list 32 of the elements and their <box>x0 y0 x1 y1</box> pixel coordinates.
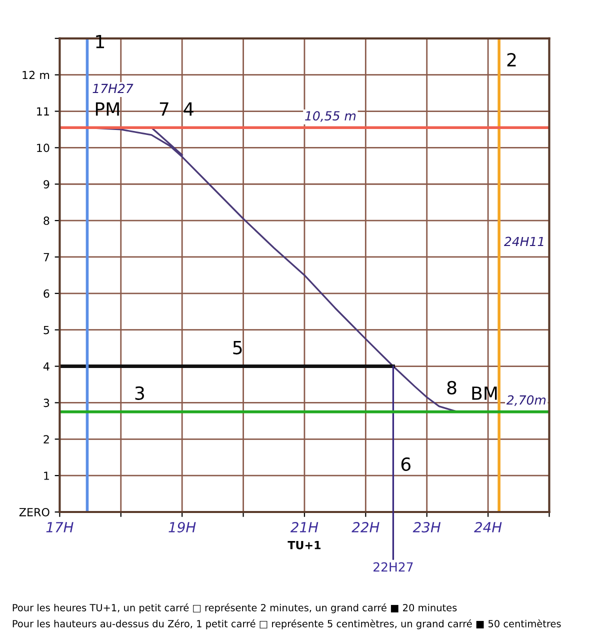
y-tick-label: 10 <box>37 144 50 152</box>
y-tick-label: 9 <box>44 180 50 188</box>
y-tick-label: 7 <box>44 253 50 262</box>
annotation: 8 <box>447 380 456 395</box>
x-axis-title: TU+1 <box>288 541 321 550</box>
y-tick-label: 8 <box>44 216 50 225</box>
x-tick-label: 19H <box>168 522 196 532</box>
y-tick-label: 12 m <box>22 70 50 80</box>
x-tick-label: 22H <box>352 522 380 532</box>
annotation: 2 <box>507 52 516 66</box>
x-tick-label: 21H <box>290 522 318 532</box>
ref-line-label: 17H27 <box>92 84 134 94</box>
text: Pour les hauteurs au-dessus du Zéro, 1 petit carré □ représente 5 centimètres, un grand carré ■ 50 centimètres <box>12 619 561 630</box>
y-tick-label: 1 <box>44 472 49 480</box>
annotation: 5 <box>233 341 242 354</box>
y-tick-label: 3 <box>44 398 50 408</box>
ref-line-label: 2,70m <box>506 395 546 406</box>
text: Pour les heures TU+1, un petit carré □ représente 2 minutes, un grand carré ■ 20 minutes <box>12 603 457 614</box>
y-tick-label: 2 <box>44 435 49 444</box>
y-tick-label: 4 <box>43 362 50 370</box>
y-tick-label: ZERO <box>19 508 50 516</box>
annotation: 3 <box>135 386 144 400</box>
ref-line-label: 24H11 <box>504 236 544 246</box>
annotation: 6 <box>401 457 410 472</box>
x-tick-label: 23H <box>412 522 441 532</box>
x-tick-label: 17H <box>46 522 74 532</box>
ref-line-label: 10,55 m <box>305 111 356 122</box>
y-tick-label: 11 <box>37 107 49 116</box>
x-tick-label: 24H <box>474 522 502 532</box>
y-tick-label: 5 <box>44 326 50 334</box>
y-tick-label: 6 <box>44 289 50 298</box>
annotation: 22H27 <box>374 562 413 572</box>
